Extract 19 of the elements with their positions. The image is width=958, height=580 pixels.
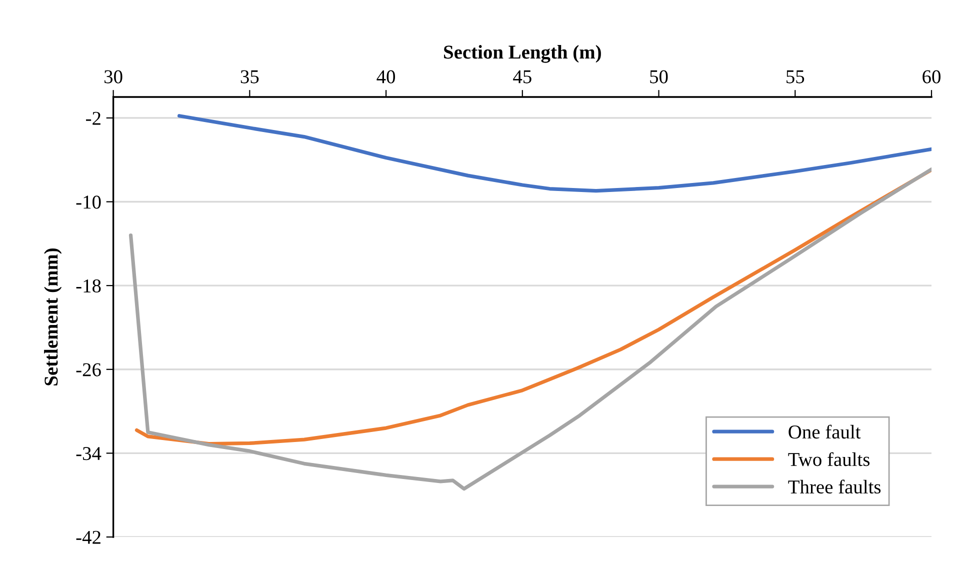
legend-label: Two faults — [788, 452, 870, 466]
x-tick-label: 40 — [376, 70, 396, 84]
line-series — [177, 114, 932, 193]
y-tick-label: -42 — [76, 530, 100, 544]
x-tick-label: 50 — [650, 70, 668, 84]
legend-label: One fault — [788, 424, 861, 439]
x-tick-label: 35 — [240, 70, 259, 84]
y-tick-label: -18 — [76, 279, 101, 293]
x-tick-label: 45 — [513, 70, 532, 84]
y-axis-title: Settlement (mm) — [44, 248, 62, 386]
y-tick-label: -34 — [76, 447, 102, 460]
y-tick-label: -10 — [76, 196, 101, 209]
x-axis-title: Section Length (m) — [444, 45, 601, 63]
x-tick-label: 55 — [786, 70, 804, 84]
y-tick-label: -2 — [86, 112, 100, 125]
y-tick-label: -26 — [76, 363, 101, 376]
x-tick-label: 30 — [104, 70, 122, 84]
x-tick-label: 60 — [922, 70, 940, 84]
legend-label: Three faults — [788, 480, 881, 494]
